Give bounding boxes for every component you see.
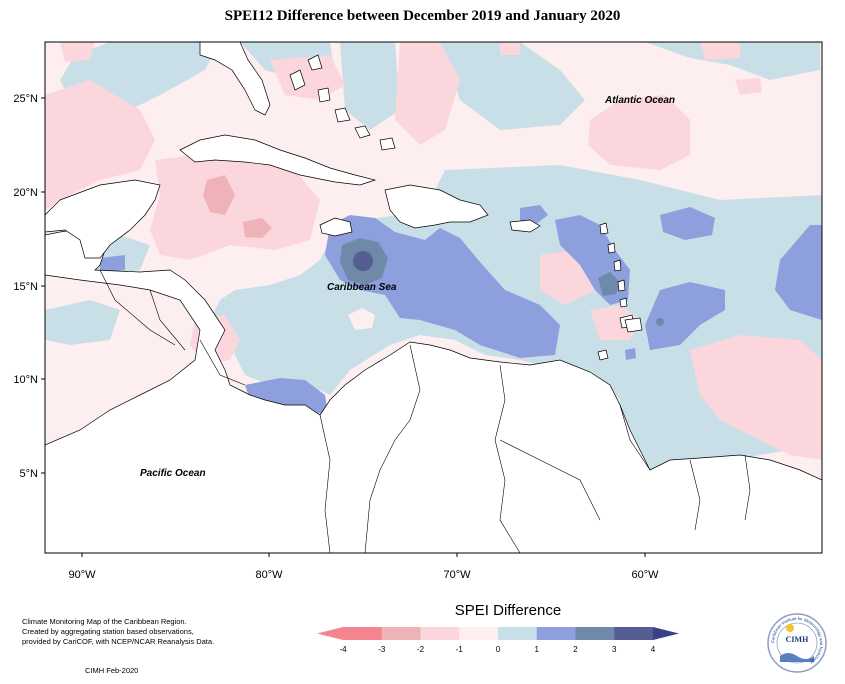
lon-tick-label: 70°W xyxy=(443,569,471,581)
legend-tick-label: 2 xyxy=(573,645,578,654)
legend-tick-label: 0 xyxy=(496,645,501,654)
legend-tick-label: -4 xyxy=(339,645,347,654)
lat-tick-label: 20°N xyxy=(13,187,38,199)
legend-swatch xyxy=(614,627,654,640)
land-masses xyxy=(45,42,822,553)
country-borders xyxy=(99,269,751,553)
map-title: SPEI12 Difference between December 2019 … xyxy=(224,8,621,24)
cimh-logo: Caribbean Institute for Meteorology and … xyxy=(766,612,828,674)
lon-tick-label: 60°W xyxy=(631,569,659,581)
map-credit: Climate Monitoring Map of the Caribbean … xyxy=(22,617,232,647)
legend-swatch xyxy=(575,627,615,640)
longitude-ticks: 90°W 80°W 70°W 60°W xyxy=(68,553,659,581)
legend-colorbar: -4 -3 -2 -1 0 1 2 3 4 xyxy=(317,627,679,654)
spei-zone-minus1-spots xyxy=(348,308,375,330)
map-frame xyxy=(44,41,823,554)
legend-title: SPEI Difference xyxy=(454,602,562,619)
atlantic-ocean-label: Atlantic Ocean xyxy=(604,95,675,106)
legend-swatch xyxy=(381,627,421,640)
lon-tick-label: 80°W xyxy=(255,569,283,581)
lat-tick-label: 25°N xyxy=(13,93,38,105)
lat-tick-label: 15°N xyxy=(13,281,38,293)
legend-tick-label: -2 xyxy=(417,645,425,654)
spei-zone-3to4 xyxy=(353,251,373,271)
sun-icon xyxy=(786,624,794,632)
credit-line: provided by CariCOF, with NCEP/NCAR Rean… xyxy=(22,637,215,646)
credit-line: Climate Monitoring Map of the Caribbean … xyxy=(22,617,187,626)
legend-arrow-left xyxy=(317,627,343,640)
credit-date: CIMH Feb-2020 xyxy=(85,666,139,675)
lat-tick-label: 5°N xyxy=(20,468,39,480)
legend-swatch xyxy=(459,627,499,640)
legend-swatch xyxy=(420,627,460,640)
caribbean-sea-label: Caribbean Sea xyxy=(327,282,397,293)
legend-tick-label: -3 xyxy=(378,645,386,654)
legend-arrow-right xyxy=(653,627,679,640)
lat-tick-label: 10°N xyxy=(13,374,38,386)
legend-swatch xyxy=(536,627,576,640)
pacific-ocean-label: Pacific Ocean xyxy=(140,468,206,479)
legend-tick-label: -1 xyxy=(456,645,464,654)
legend-tick-label: 1 xyxy=(535,645,540,654)
legend-swatch xyxy=(343,627,383,640)
legend-tick-label: 4 xyxy=(651,645,656,654)
map-field: Atlantic Ocean Caribbean Sea Pacific Oce… xyxy=(45,42,822,553)
cimh-logo-emblem: Caribbean Institute for Meteorology and … xyxy=(767,613,827,673)
legend-tick-label: 3 xyxy=(612,645,617,654)
spei-zone-minus3 xyxy=(203,175,272,238)
lon-tick-label: 90°W xyxy=(68,569,96,581)
logo-name: CIMH xyxy=(785,635,809,644)
wave-icon xyxy=(780,653,814,662)
latitude-ticks: 25°N 20°N 15°N 10°N 5°N xyxy=(13,93,45,480)
credit-line: Created by aggregating station based obs… xyxy=(22,627,194,636)
legend-swatch xyxy=(498,627,538,640)
